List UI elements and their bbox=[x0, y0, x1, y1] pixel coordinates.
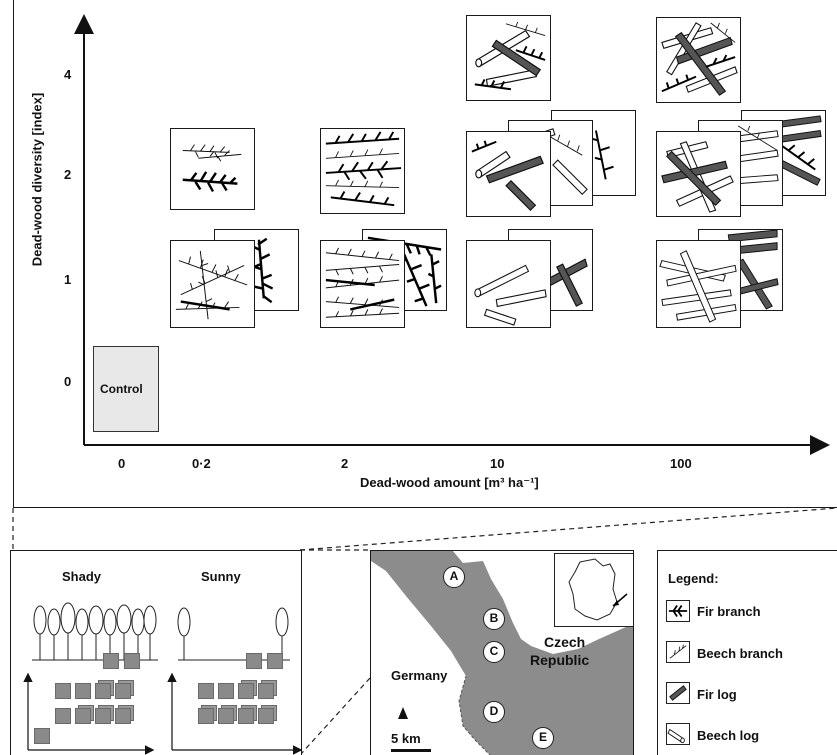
legend-item-fir-branch: Fir branch bbox=[697, 604, 761, 619]
plot-square bbox=[95, 683, 111, 699]
plot-square bbox=[198, 683, 214, 699]
sunny-label: Sunny bbox=[201, 569, 241, 584]
tile-mixed-10-div4 bbox=[466, 15, 551, 101]
tile-10-div2-front bbox=[466, 131, 551, 217]
tile-dense-beech-front bbox=[320, 240, 405, 328]
plot-square bbox=[246, 653, 262, 669]
site-d-marker: D bbox=[483, 701, 505, 723]
plot-square bbox=[218, 683, 234, 699]
tile-10-div1-front bbox=[466, 240, 551, 328]
tile-100-div2-front bbox=[656, 131, 741, 217]
republic-label: Republic bbox=[530, 652, 590, 668]
north-arrow-icon bbox=[398, 707, 408, 719]
plot-square bbox=[95, 708, 111, 724]
plot-square bbox=[238, 683, 254, 699]
plot-square bbox=[258, 683, 274, 699]
y-tick-0: 0 bbox=[64, 374, 72, 389]
x-tick-100: 100 bbox=[670, 456, 692, 471]
legend-title: Legend: bbox=[668, 571, 719, 586]
y-tick-4: 4 bbox=[64, 67, 72, 82]
plot-square bbox=[75, 708, 91, 724]
plot-square bbox=[103, 653, 119, 669]
legend-item-beech-branch: Beech branch bbox=[697, 646, 783, 661]
beech-log-icon bbox=[666, 723, 690, 745]
x-axis-label: Dead-wood amount [m³ ha⁻¹] bbox=[360, 475, 539, 490]
plot-square bbox=[34, 728, 50, 744]
x-tick-10: 10 bbox=[490, 456, 505, 471]
plot-square bbox=[115, 708, 131, 724]
plot-square bbox=[55, 708, 71, 724]
plot-square bbox=[198, 708, 214, 724]
tile-dense-branches-2 bbox=[320, 128, 405, 214]
x-tick-0-2: 0·2 bbox=[192, 456, 211, 471]
plot-square bbox=[55, 683, 71, 699]
y-axis-label: Dead-wood diversity [index] bbox=[29, 92, 45, 267]
control-label: Control bbox=[100, 382, 143, 396]
y-tick-2: 2 bbox=[64, 167, 72, 182]
tile-100-div1-front bbox=[656, 240, 741, 328]
plot-square bbox=[267, 653, 283, 669]
germany-label: Germany bbox=[391, 668, 448, 683]
plot-square bbox=[75, 683, 91, 699]
legend-item-fir-log: Fir log bbox=[697, 687, 737, 702]
plot-square bbox=[115, 683, 131, 699]
scale-bar bbox=[391, 749, 431, 752]
shady-trees bbox=[32, 602, 158, 661]
scale-label: 5 km bbox=[391, 731, 421, 746]
x-tick-2: 2 bbox=[341, 456, 349, 471]
site-e-marker: E bbox=[532, 727, 554, 749]
beech-branch-icon bbox=[666, 641, 690, 663]
site-c-marker: C bbox=[483, 641, 505, 663]
inset-germany-map bbox=[554, 553, 633, 627]
axes bbox=[74, 14, 830, 455]
control-plot-box bbox=[93, 346, 159, 432]
fir-log-icon bbox=[666, 682, 690, 704]
x-tick-0: 0 bbox=[118, 456, 126, 471]
plot-square bbox=[258, 708, 274, 724]
fir-branch-icon bbox=[666, 600, 690, 622]
plot-square bbox=[238, 708, 254, 724]
light-panel-graphics bbox=[23, 602, 303, 755]
tile-beech-branch-front bbox=[170, 240, 255, 328]
plot-square bbox=[218, 708, 234, 724]
legend-item-beech-log: Beech log bbox=[697, 728, 760, 743]
shady-label: Shady bbox=[62, 569, 102, 584]
czech-label: Czech bbox=[544, 634, 586, 650]
site-b-marker: B bbox=[483, 608, 505, 630]
plot-square bbox=[124, 653, 140, 669]
site-a-marker: A bbox=[443, 566, 465, 588]
tile-mixed-100-div4 bbox=[656, 17, 741, 103]
tile-beech-fir-branch bbox=[170, 128, 255, 210]
y-tick-1: 1 bbox=[64, 272, 72, 287]
